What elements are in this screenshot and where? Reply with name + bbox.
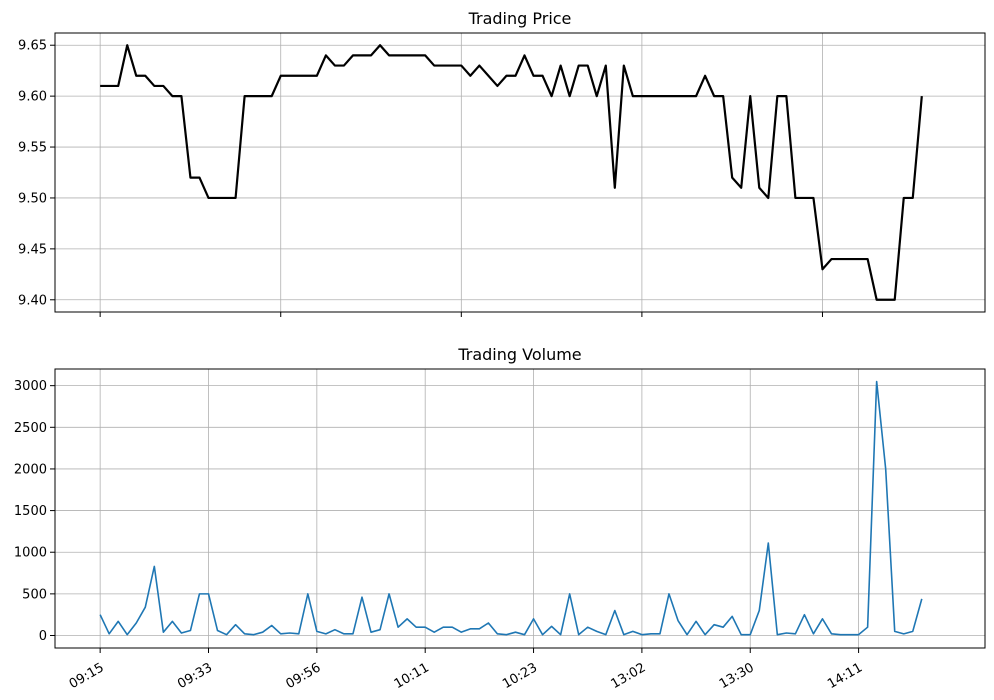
volume-xtick-label: 09:15 [67,660,107,692]
volume-xtick-label: 10:23 [500,660,540,692]
volume-plot-area [55,369,985,648]
price-ytick-label: 9.50 [18,191,47,206]
price-chart-title: Trading Price [468,9,572,28]
volume-ytick-label: 1500 [14,504,47,519]
price-ytick-label: 9.45 [18,242,47,257]
volume-ytick-label: 500 [22,587,47,602]
price-plot-frame [54,32,986,313]
volume-chart-title: Trading Volume [457,345,581,364]
price-series [100,44,923,301]
volume-xtick-label: 14:11 [825,660,865,692]
volume-series [99,380,923,636]
volume-grid [55,369,985,648]
volume-series-line [99,380,923,636]
price-ytick-label: 9.40 [18,293,47,308]
price-panel: 9.40 9.45 9.50 9.55 9.60 9.65 Trading Price [18,9,986,317]
volume-xtick-label: 13:02 [608,660,648,692]
volume-ytick-label: 1000 [14,546,47,561]
price-ytick-label: 9.60 [18,90,47,105]
volume-xtick-label: 09:56 [283,660,323,692]
volume-plot-frame [54,368,986,649]
volume-ytick-label: 2000 [14,462,47,477]
volume-xtick-label: 10:11 [392,660,432,692]
price-plot-area [55,33,985,312]
price-ytick-label: 9.65 [18,39,47,54]
volume-xtick-label: 09:33 [175,660,215,692]
volume-ytick-label: 2500 [14,421,47,436]
volume-ytick-label: 0 [39,629,47,644]
price-axis-ticks: 9.40 9.45 9.50 9.55 9.60 9.65 [18,39,823,317]
volume-panel: 0 500 1000 1500 2000 2500 3000 09:15 09:33 09:56 1… [14,345,986,692]
volume-xtick-label: 13:30 [717,660,757,692]
price-ytick-label: 9.55 [18,141,47,156]
volume-ytick-label: 3000 [14,379,47,394]
price-series-line [100,44,923,301]
